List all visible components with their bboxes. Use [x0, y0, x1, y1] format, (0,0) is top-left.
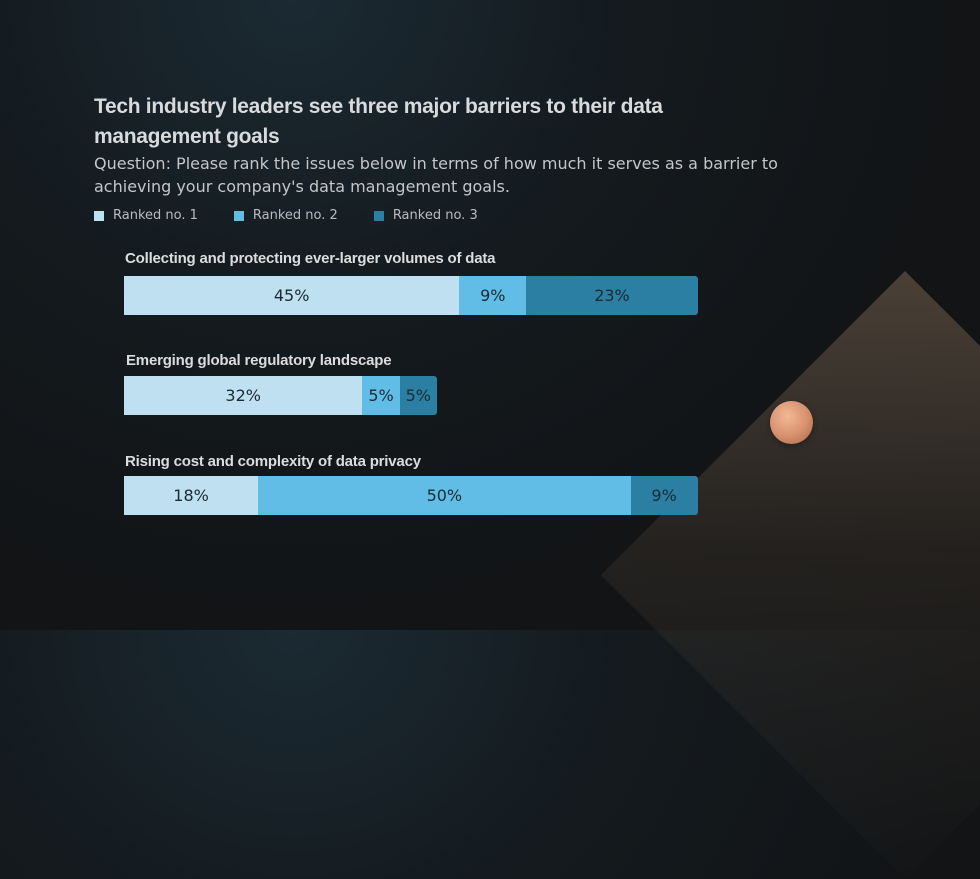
bar-segment-rank1: 32% [124, 376, 363, 415]
legend-item-rank3: Ranked no. 3 [373, 208, 478, 223]
stacked-bar-chart: Collecting and protecting ever-larger vo… [124, 250, 698, 515]
bar-segment-rank3: 23% [526, 276, 698, 315]
bar-segment-rank2: 9% [459, 276, 527, 315]
bar-segment-rank2: 5% [362, 376, 400, 415]
category-label: Emerging global regulatory landscape [126, 352, 392, 369]
decorative-sphere [770, 401, 813, 444]
legend-label-rank1: Ranked no. 1 [113, 208, 198, 223]
bar-segment-rank1: 45% [124, 276, 460, 315]
legend-swatch-rank1 [94, 210, 104, 221]
legend-label-rank2: Ranked no. 2 [252, 208, 338, 223]
bar-segment-rank2: 50% [258, 476, 631, 515]
bar-segment-rank3: 5% [399, 376, 437, 415]
chart-subtitle: Question: Please rank the issues below i… [94, 154, 778, 196]
chart-title: Tech industry leaders see three major ba… [94, 95, 663, 148]
legend-swatch-rank3 [373, 210, 384, 221]
category-label: Rising cost and complexity of data priva… [125, 453, 421, 470]
chart-legend: Ranked no. 1 Ranked no. 2 Ranked no. 3 [94, 208, 514, 223]
category-label: Collecting and protecting ever-larger vo… [125, 250, 496, 267]
legend-label-rank3: Ranked no. 3 [392, 208, 478, 223]
legend-swatch-rank2 [233, 210, 244, 221]
bar-row: 18% 50% 9% [124, 476, 698, 515]
bar-row: 32% 5% 5% [124, 376, 437, 415]
bar-segment-rank3: 9% [630, 476, 698, 515]
bar-segment-rank1: 18% [124, 476, 259, 515]
legend-item-rank2: Ranked no. 2 [233, 208, 338, 223]
legend-item-rank1: Ranked no. 1 [94, 208, 198, 223]
bar-row: 45% 9% 23% [124, 276, 698, 315]
